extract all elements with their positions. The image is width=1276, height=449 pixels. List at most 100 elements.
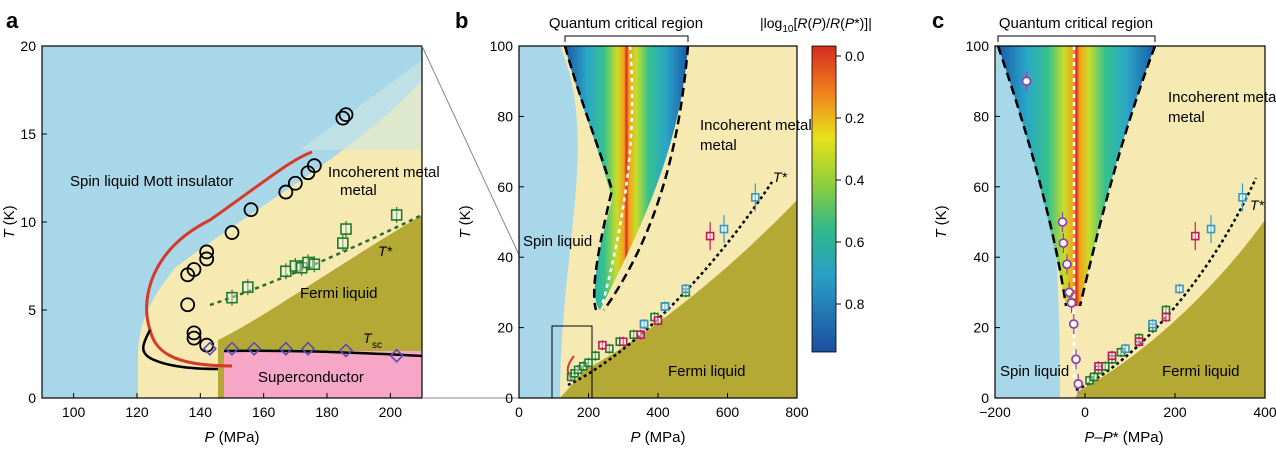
x-tick-label: 600 bbox=[716, 404, 740, 420]
circle-marker bbox=[338, 107, 354, 123]
square-marker bbox=[1134, 337, 1144, 346]
svg-text:T: T bbox=[363, 330, 373, 346]
y-tick-label: 80 bbox=[973, 108, 989, 124]
panel-c-top-bracket: Quantum critical region bbox=[997, 15, 1156, 42]
square-marker bbox=[340, 223, 352, 235]
y-tick-label: 100 bbox=[966, 38, 990, 54]
colorbar-label: |log10[R(P)/R(P*)]| bbox=[760, 15, 872, 35]
y-tick-label: 5 bbox=[28, 302, 36, 318]
colorbar-tick-label: 0.4 bbox=[845, 172, 865, 188]
y-tick-label: 20 bbox=[973, 320, 989, 336]
circle-marker bbox=[1058, 238, 1069, 249]
panel-b-top-bracket: Quantum critical region bbox=[549, 15, 703, 42]
diamond-marker bbox=[300, 341, 316, 356]
circle-marker bbox=[186, 330, 202, 346]
x-tick-label: 140 bbox=[189, 404, 213, 420]
square-marker bbox=[1089, 372, 1099, 382]
x-tick-label: 200 bbox=[379, 404, 403, 420]
y-tick-label: 80 bbox=[497, 108, 513, 124]
colorbar-ticks: 0.0 0.2 0.4 0.6 0.8 bbox=[836, 48, 865, 312]
panel-b-region-spin-liquid: Spin liquid bbox=[523, 233, 592, 250]
panel-label-a: a bbox=[6, 8, 19, 33]
square-marker bbox=[681, 284, 691, 294]
panel-a-tstar-label: T* bbox=[378, 243, 393, 259]
circle-marker bbox=[186, 325, 202, 341]
y-tick-label: 40 bbox=[497, 249, 513, 265]
y-tick-label: 20 bbox=[20, 38, 36, 54]
panel-c-region-fermi: Fermi liquid bbox=[1162, 363, 1240, 380]
square-marker bbox=[1161, 312, 1171, 322]
svg-text:sc: sc bbox=[372, 340, 382, 351]
square-marker bbox=[1121, 344, 1130, 354]
diamond-marker bbox=[338, 343, 354, 358]
colorbar-tick-label: 0.2 bbox=[845, 110, 865, 126]
circle-marker bbox=[306, 158, 322, 174]
svg-text:Quantum critical region: Quantum critical region bbox=[999, 15, 1153, 32]
diamond-marker bbox=[247, 341, 262, 356]
panel-b-ylabel: T (K) bbox=[457, 205, 474, 238]
x-tick-label: 180 bbox=[315, 404, 339, 420]
circle-marker bbox=[199, 244, 215, 260]
circle-marker bbox=[180, 297, 196, 313]
x-tick-label: 160 bbox=[252, 404, 276, 420]
panel-a-tsc-label: T sc bbox=[363, 330, 382, 351]
svg-text:Quantum critical region: Quantum critical region bbox=[549, 15, 703, 32]
panel-a-region-superconductor: Superconductor bbox=[258, 369, 364, 386]
square-marker bbox=[242, 281, 254, 293]
x-tick-label: 400 bbox=[646, 404, 670, 420]
square-marker bbox=[1206, 224, 1216, 234]
square-marker bbox=[1175, 284, 1184, 294]
y-tick-label: 0 bbox=[28, 390, 36, 406]
x-tick-label: 400 bbox=[1253, 404, 1276, 420]
panel-label-b: b bbox=[455, 8, 468, 33]
panel-c-tstar-label: T* bbox=[1250, 197, 1265, 213]
circle-marker bbox=[199, 251, 215, 267]
circle-marker bbox=[186, 262, 202, 277]
panel-c-region-incoherent: Incoherent metal bbox=[1168, 89, 1276, 106]
circle-marker bbox=[1021, 76, 1032, 87]
square-marker bbox=[629, 330, 638, 339]
square-marker bbox=[1094, 362, 1103, 371]
panel-c-background bbox=[995, 46, 1265, 398]
circle-marker bbox=[335, 110, 351, 126]
y-tick-label: 100 bbox=[490, 38, 514, 54]
square-marker bbox=[636, 330, 645, 339]
x-tick-label: −200 bbox=[979, 404, 1011, 420]
square-marker bbox=[280, 265, 292, 278]
panel-a-region-fermi: Fermi liquid bbox=[300, 285, 378, 302]
square-marker bbox=[598, 340, 607, 350]
x-tick-label: 800 bbox=[785, 404, 809, 420]
x-tick-label: 100 bbox=[62, 404, 86, 420]
panel-b-background bbox=[519, 46, 797, 398]
square-marker bbox=[226, 291, 238, 304]
square-marker bbox=[618, 337, 628, 346]
square-marker bbox=[705, 231, 715, 241]
panel-b-region-fermi: Fermi liquid bbox=[668, 363, 746, 380]
x-tick-label: 0 bbox=[1081, 404, 1089, 420]
square-marker bbox=[289, 260, 302, 272]
panel-a-region-incoherent: Incoherent metal bbox=[328, 164, 440, 181]
square-marker bbox=[1100, 362, 1110, 371]
panel-a: a 100 120 140 160 180 200 0 5 10 15 20 Spin liquid… bbox=[1, 8, 440, 446]
panel-a-ticks: 100 120 140 160 180 200 0 5 10 15 20 bbox=[20, 38, 402, 420]
square-marker bbox=[750, 193, 760, 202]
panel-c-region-spin-liquid: Spin liquid bbox=[1000, 363, 1069, 380]
x-tick-label: 120 bbox=[125, 404, 149, 420]
square-marker bbox=[1107, 351, 1117, 361]
panel-c-markers bbox=[1021, 71, 1247, 394]
panel-c-lines bbox=[996, 45, 1258, 392]
square-marker bbox=[719, 224, 729, 234]
colorbar: |log10[R(P)/R(P*)]| 0.0 0.2 0.4 0.6 0.8 bbox=[760, 15, 872, 353]
y-tick-label: 60 bbox=[497, 179, 513, 195]
y-tick-label: 60 bbox=[973, 179, 989, 195]
colorbar-tick-label: 0.8 bbox=[845, 296, 865, 312]
y-tick-label: 40 bbox=[973, 249, 989, 265]
panel-label-c: c bbox=[932, 8, 944, 33]
diamond-marker bbox=[224, 341, 240, 356]
panel-b-ticks: 0 200 400 600 800 0 20 40 60 80 100 bbox=[490, 38, 809, 420]
square-marker bbox=[1148, 319, 1157, 329]
circle-marker bbox=[1057, 217, 1068, 227]
